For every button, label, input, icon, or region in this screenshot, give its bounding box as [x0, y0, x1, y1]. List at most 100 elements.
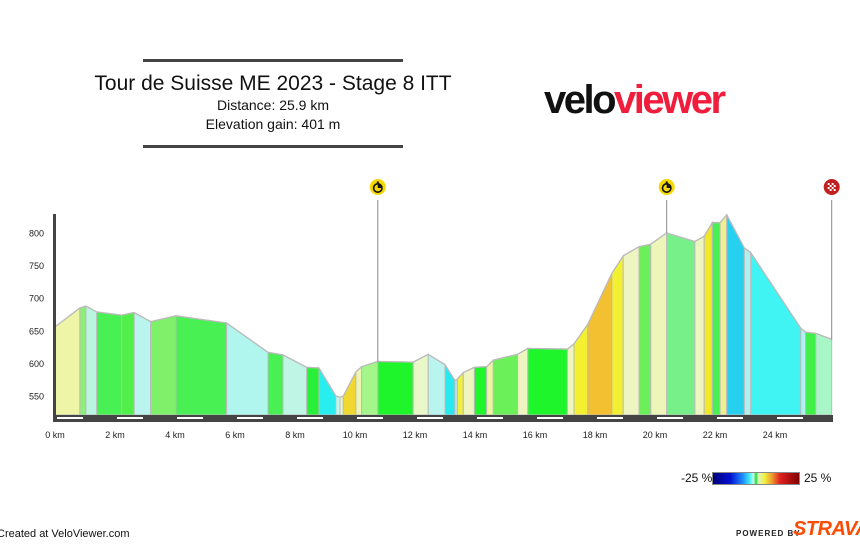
profile-segment	[587, 273, 613, 416]
y-tick-label: 550	[29, 392, 44, 402]
distance-bar-km-dash	[717, 417, 743, 419]
checker-square	[827, 189, 830, 191]
profile-segment	[517, 347, 529, 416]
stopwatch-hand	[377, 184, 382, 188]
y-tick-label: 800	[29, 229, 44, 239]
checker-square	[827, 185, 830, 187]
profile-segment	[815, 332, 833, 416]
stopwatch-crown	[665, 181, 668, 184]
distance-bar-km-dash	[357, 417, 383, 419]
profile-segment	[566, 342, 575, 416]
profile-segment	[462, 366, 475, 416]
checker-square	[833, 187, 836, 189]
profile-segment	[638, 243, 652, 416]
x-tick-label: 14 km	[463, 430, 488, 440]
profile-segment	[666, 232, 696, 416]
distance-bar-km-dash	[417, 417, 443, 419]
y-tick-label: 750	[29, 261, 44, 271]
distance-bar-km-dash	[597, 417, 623, 419]
profile-segment	[335, 395, 341, 416]
x-tick-label: 12 km	[403, 430, 428, 440]
profile-segment	[133, 311, 152, 416]
elevation-gain-label: Elevation gain: 401 m	[205, 116, 341, 132]
profile-segment	[726, 214, 745, 416]
profile-segment	[306, 366, 320, 416]
checker-square	[831, 183, 834, 185]
logo-viewer: viewer	[614, 78, 726, 122]
y-tick-label: 600	[29, 359, 44, 369]
veloviewer-logo: veloviewer	[544, 78, 726, 123]
profile-segment	[719, 213, 728, 416]
profile-segment	[121, 311, 135, 416]
x-tick-label: 4 km	[165, 430, 185, 440]
checker-square	[833, 183, 836, 185]
checker-square	[827, 187, 830, 189]
gradient-legend-bar	[712, 472, 800, 485]
x-tick-label: 20 km	[643, 430, 668, 440]
x-tick-label: 2 km	[105, 430, 125, 440]
profile-segment	[361, 360, 379, 416]
checker-square	[829, 185, 832, 187]
profile-segment	[355, 365, 363, 416]
logo-velo: velo	[544, 78, 617, 122]
profile-segment	[486, 358, 494, 416]
title-rule-bottom	[143, 145, 403, 148]
distance-bar-km-dash	[237, 417, 263, 419]
profile-segment	[805, 331, 817, 416]
x-tick-label: 8 km	[285, 430, 305, 440]
x-tick-label: 6 km	[225, 430, 245, 440]
profile-segment	[800, 327, 807, 416]
x-tick-label: 18 km	[583, 430, 608, 440]
distance-bar-km-dash	[177, 417, 203, 419]
x-tick-label: 22 km	[703, 430, 728, 440]
y-tick-label: 700	[29, 294, 44, 304]
profile-segment	[267, 351, 284, 416]
profile-segment	[79, 305, 87, 416]
profile-segment	[703, 220, 713, 416]
distance-bar-km-dash	[297, 417, 323, 419]
checker-square	[833, 189, 836, 191]
stopwatch-hand	[666, 184, 671, 188]
profile-segment	[150, 315, 177, 416]
profile-segment	[573, 322, 589, 416]
checker-square	[831, 185, 834, 187]
y-axis	[53, 214, 56, 422]
stopwatch-icon	[658, 179, 675, 195]
profile-segment	[711, 222, 721, 416]
profile-segment	[492, 353, 519, 416]
distance-bar-km-dash	[657, 417, 683, 419]
profile-segment	[611, 254, 624, 416]
checker-square	[831, 187, 834, 189]
profile-segment	[750, 250, 802, 416]
profile-segment	[377, 360, 414, 416]
stopwatch-dial	[372, 183, 383, 194]
profile-segment	[650, 232, 668, 416]
x-tick-label: 0 km	[45, 430, 65, 440]
y-tick-label: 650	[29, 326, 44, 336]
x-tick-label: 10 km	[343, 430, 368, 440]
x-tick-label: 16 km	[523, 430, 548, 440]
checker-square	[827, 183, 830, 185]
stopwatch-icon	[369, 179, 386, 195]
legend-min-label: -25 %	[681, 471, 713, 485]
profile-segment	[527, 347, 568, 416]
stopwatch-crown	[376, 181, 379, 184]
legend-max-label: 25 %	[804, 471, 832, 485]
profile-segment	[96, 311, 123, 416]
created-at-link[interactable]: Created at VeloViewer.com	[0, 528, 130, 540]
profile-segment	[412, 353, 429, 416]
checker-square	[829, 189, 832, 191]
distance-bar-km-dash	[117, 417, 143, 419]
distance-label: Distance: 25.9 km	[216, 97, 330, 113]
checker-square	[831, 189, 834, 191]
powered-by-label: POWERED BY	[736, 529, 801, 538]
distance-bar-km-dash	[57, 417, 83, 419]
distance-bar-km-dash	[477, 417, 503, 419]
profile-segment	[85, 305, 98, 416]
profile-segment	[175, 315, 228, 416]
checker-square	[833, 185, 836, 187]
profile-segment	[473, 366, 488, 416]
x-tick-label: 24 km	[763, 430, 788, 440]
title-rule-top	[143, 59, 403, 62]
